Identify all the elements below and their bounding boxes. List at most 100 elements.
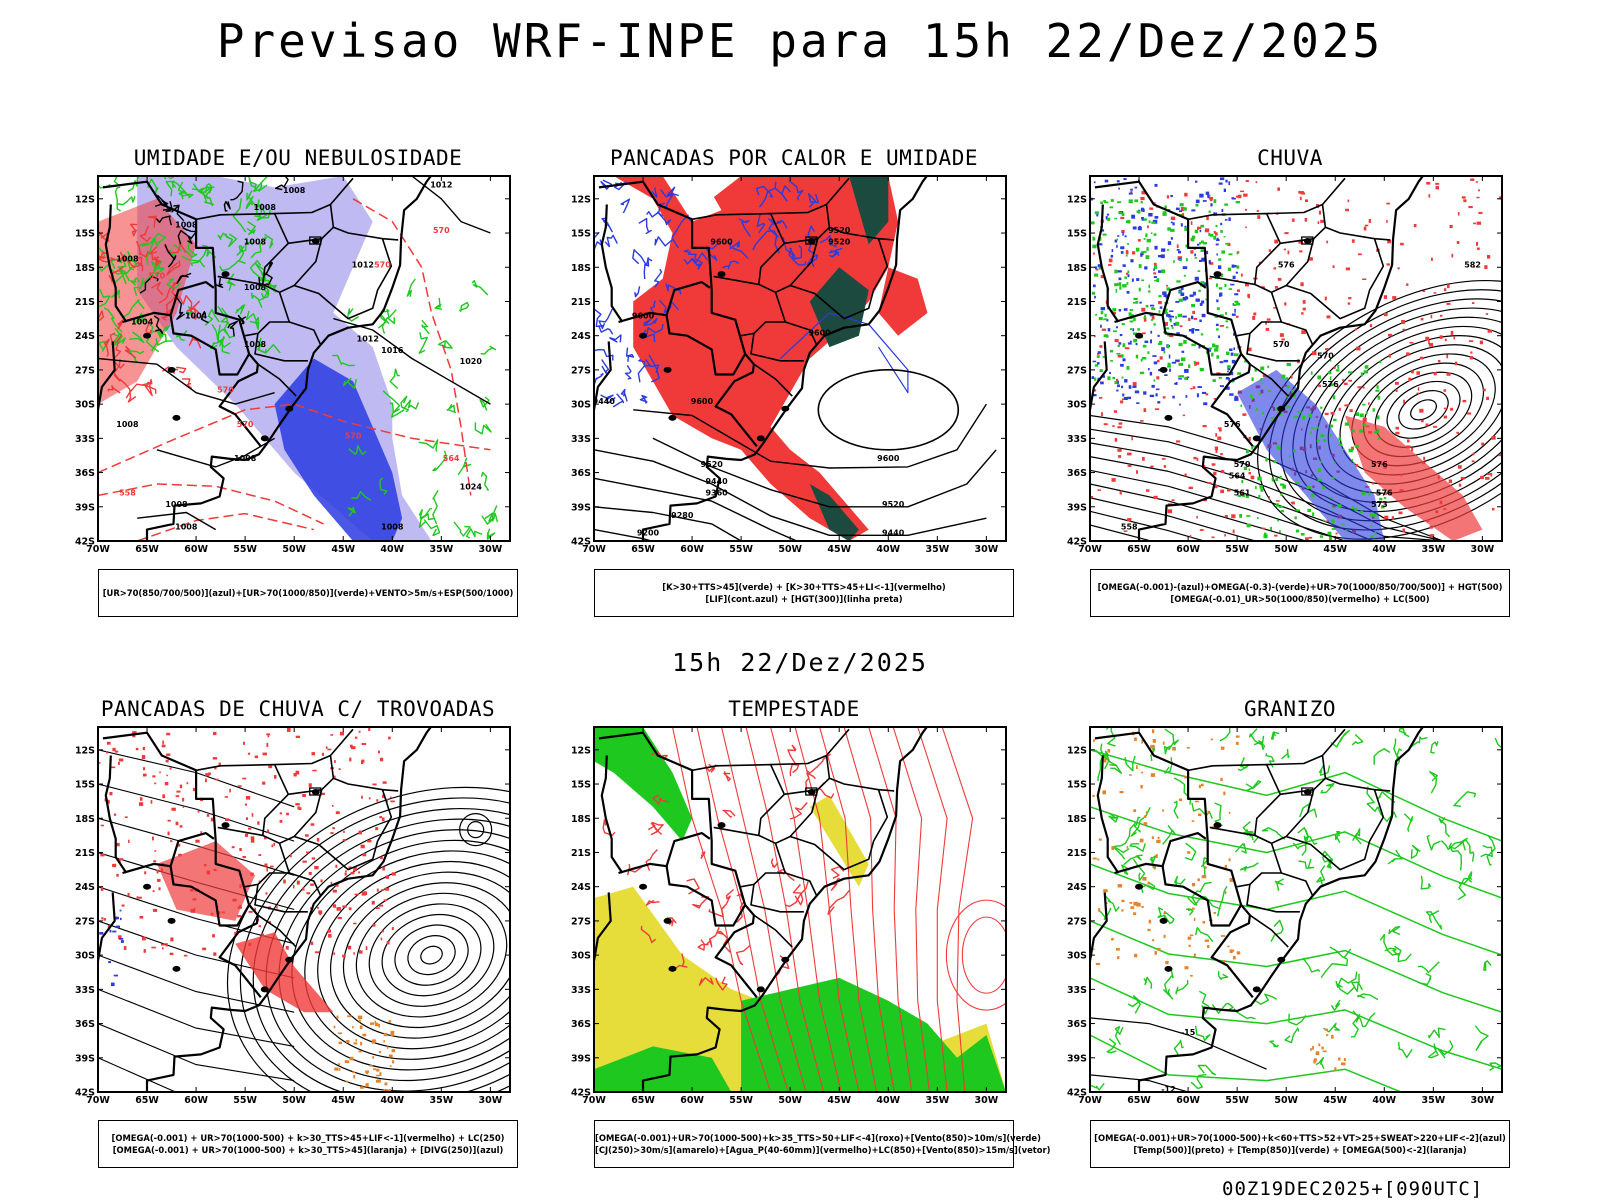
- country-border: [600, 204, 624, 323]
- thunder-red-speck: [312, 769, 317, 772]
- water-contour: [704, 763, 717, 773]
- red-rain-speck: [1347, 199, 1350, 203]
- rain-red-band: [1345, 415, 1483, 541]
- green-rain-speck: [1151, 307, 1156, 311]
- thunder-red-speck: [202, 947, 207, 951]
- green-rain-speck: [1220, 273, 1224, 277]
- blue-rain-speck: [1117, 270, 1122, 273]
- thunder-red-speck: [266, 868, 268, 872]
- legend-line: [OMEGA(-0.001)+UR>70(1000-500)+k<60+TTS>…: [1094, 1133, 1506, 1143]
- omega-orange-speck: [1157, 836, 1160, 839]
- thunder-red-speck: [343, 830, 345, 833]
- red-rain-speck: [1419, 408, 1424, 413]
- green-rain-speck: [1243, 466, 1248, 470]
- green-rain-speck: [1285, 395, 1288, 398]
- green-rain-speck: [1099, 369, 1103, 372]
- red-rain-speck: [1192, 310, 1195, 314]
- green-rain-speck: [1162, 211, 1167, 213]
- red-rain-speck: [1431, 257, 1433, 261]
- omega-orange-speck: [1184, 966, 1189, 970]
- red-rain-speck: [1419, 356, 1423, 360]
- lif-contour: [597, 324, 614, 335]
- red-rain-speck: [1209, 262, 1214, 265]
- red-rain-speck: [1159, 356, 1163, 360]
- green-rain-speck: [1112, 376, 1116, 380]
- red-rain-speck: [1111, 478, 1116, 482]
- green-rain-speck: [1121, 212, 1125, 216]
- temp850-contour: [1453, 791, 1476, 807]
- orange-speck: [378, 1024, 381, 1028]
- temp850-contour: [1175, 980, 1189, 995]
- omega-orange-speck: [1224, 890, 1227, 895]
- water-contour: [827, 889, 851, 916]
- blue-rain-speck: [1201, 313, 1206, 318]
- lif-contour: [620, 198, 631, 214]
- lon-tick-label: 35W: [1421, 544, 1445, 555]
- omega-orange-speck: [1119, 791, 1124, 794]
- green-rain-speck: [1100, 310, 1104, 315]
- thunder-red-speck: [304, 834, 309, 837]
- red-rain-speck: [1317, 221, 1320, 224]
- thunder-red-speck: [142, 773, 147, 777]
- lon-tick-label: 50W: [778, 544, 802, 555]
- green-rain-speck: [1383, 497, 1387, 499]
- thunder-red-speck: [250, 838, 255, 843]
- thunder-red-speck: [293, 773, 297, 777]
- humidity-low-contour: [457, 457, 472, 476]
- blue-rain-speck: [1093, 284, 1096, 288]
- thickness-contour: [181, 378, 192, 389]
- thunder-red-speck: [114, 750, 119, 753]
- green-rain-speck: [1134, 199, 1138, 203]
- green-rain-speck: [1153, 379, 1156, 382]
- lat-tick-label: 30S: [1067, 951, 1087, 962]
- lat-tick-label: 36S: [571, 1019, 591, 1030]
- water-contour: [770, 858, 779, 868]
- red-rain-speck: [1302, 307, 1306, 311]
- green-rain-speck: [1180, 375, 1184, 378]
- thunder-red-speck: [139, 916, 144, 919]
- green-rain-speck: [1228, 253, 1233, 256]
- lif-contour: [779, 312, 909, 394]
- lat-tick-label: 27S: [75, 365, 95, 376]
- lon-tick-label: 50W: [1274, 544, 1298, 555]
- contour-label: 1008: [244, 283, 267, 292]
- temp850-contour: [1323, 1022, 1341, 1033]
- orange-speck: [373, 1068, 377, 1071]
- lake: [668, 965, 677, 972]
- red-rain-speck: [1204, 230, 1209, 233]
- green-rain-speck: [1265, 458, 1268, 462]
- red-rain-speck: [1153, 262, 1157, 266]
- lat-tick-label: 21S: [1067, 297, 1087, 308]
- lat-tick-label: 21S: [571, 848, 591, 859]
- thunder-red-speck: [360, 844, 365, 849]
- omega-orange-speck: [1150, 773, 1156, 777]
- blue-rain-speck: [1126, 291, 1130, 294]
- green-rain-speck: [1286, 362, 1291, 367]
- omega-orange-speck: [1162, 809, 1164, 812]
- red-rain-speck: [1413, 224, 1417, 228]
- streamline-eddy: [459, 813, 493, 847]
- contour-label: 582: [1464, 260, 1481, 269]
- temp850-contour: [1320, 783, 1335, 794]
- green-rain-speck: [1130, 328, 1132, 330]
- red-rain-speck: [1217, 436, 1222, 440]
- green-rain-speck: [1200, 224, 1205, 228]
- lif-contour: [594, 307, 604, 328]
- thunder-red-speck: [342, 954, 346, 958]
- omega-orange-speck: [1130, 906, 1135, 909]
- lif-contour: [705, 242, 720, 261]
- lake: [639, 883, 648, 890]
- green-rain-speck: [1183, 274, 1186, 277]
- lon-tick-label: 35W: [925, 1095, 949, 1106]
- green-rain-speck: [1215, 224, 1218, 227]
- red-rain-speck: [1131, 436, 1133, 441]
- green-rain-speck: [1292, 393, 1296, 398]
- humidity-low-contour: [400, 395, 409, 413]
- green-rain-speck: [1173, 260, 1175, 264]
- blue-rain-speck: [1137, 226, 1142, 231]
- state-border: [382, 237, 399, 241]
- orange-speck: [370, 1022, 374, 1025]
- red-rain-speck: [1335, 532, 1338, 535]
